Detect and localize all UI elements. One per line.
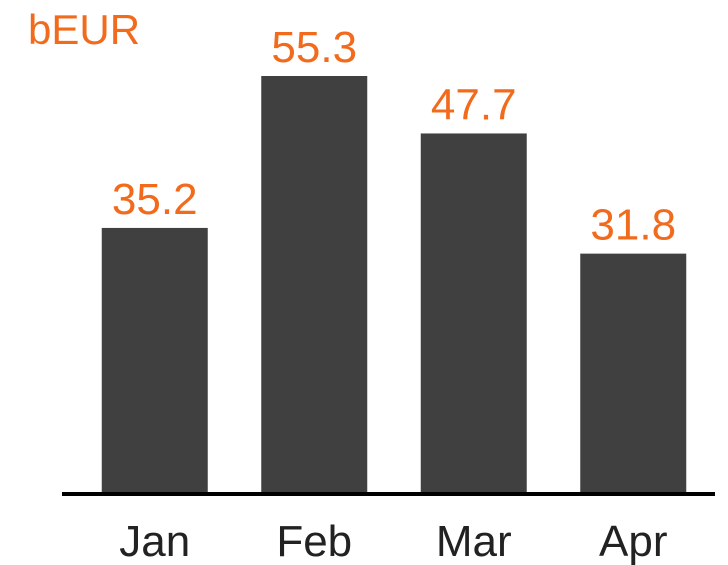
value-label: 55.3 (271, 23, 357, 72)
bar (580, 253, 687, 494)
x-tick-label: Jan (119, 517, 190, 565)
x-tick-label: Feb (276, 517, 352, 565)
value-label: 35.2 (112, 175, 198, 224)
x-tick-label: Mar (436, 517, 512, 565)
x-tick-label: Apr (599, 517, 667, 565)
bar (420, 133, 527, 494)
bar (101, 227, 208, 495)
bar (261, 76, 368, 494)
value-label: 31.8 (590, 201, 676, 250)
value-label: 47.7 (431, 80, 517, 129)
unit-label: bEUR (28, 6, 140, 53)
